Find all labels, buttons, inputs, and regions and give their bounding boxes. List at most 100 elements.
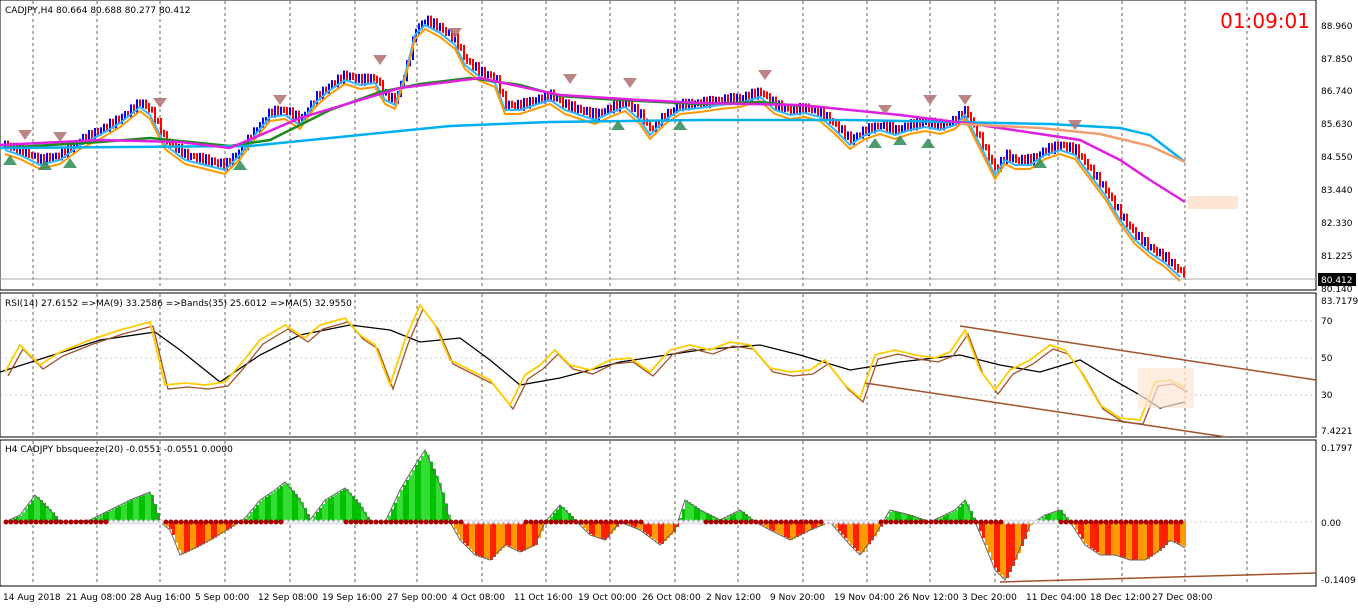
price-bar xyxy=(1150,244,1152,251)
price-bar xyxy=(178,144,180,153)
squeeze-bar xyxy=(688,502,691,522)
time-label: 28 Aug 16:00 xyxy=(130,593,191,603)
squeeze-dot xyxy=(469,520,473,524)
price-label: 81.225 xyxy=(1321,252,1353,262)
squeeze-dot xyxy=(439,520,443,524)
squeeze-bar xyxy=(1102,522,1105,555)
squeeze-dot xyxy=(909,520,913,524)
squeeze-bar xyxy=(484,522,487,558)
price-label: 84.550 xyxy=(1321,153,1353,163)
price-bar xyxy=(1141,232,1143,246)
squeeze-dot xyxy=(169,520,173,524)
time-label: 19 Sep 16:00 xyxy=(322,593,382,603)
price-bar xyxy=(643,109,645,124)
squeeze-bar xyxy=(994,522,997,568)
squeeze-bar xyxy=(685,500,688,522)
squeeze-bar xyxy=(31,500,34,522)
squeeze-bar xyxy=(1108,522,1111,555)
squeeze-dot xyxy=(69,520,73,524)
price-bar xyxy=(352,73,354,81)
price-bar xyxy=(142,99,144,108)
squeeze-dot xyxy=(644,520,648,524)
squeeze-dot xyxy=(924,520,928,524)
squeeze-bar xyxy=(508,522,511,546)
squeeze-dot xyxy=(384,520,388,524)
price-bar xyxy=(829,112,831,124)
price-bar xyxy=(286,107,288,115)
price-bar xyxy=(1018,157,1020,164)
squeeze-dot xyxy=(1059,520,1063,524)
squeeze-dot xyxy=(794,520,798,524)
squeeze-bar xyxy=(295,494,298,522)
squeeze-dot xyxy=(164,520,168,524)
squeeze-dot xyxy=(784,520,788,524)
price-bar xyxy=(565,99,567,108)
price-bar xyxy=(346,71,348,81)
squeeze-dot xyxy=(1099,520,1103,524)
squeeze-dot xyxy=(454,520,458,524)
price-bar xyxy=(160,118,162,136)
price-bar xyxy=(31,152,33,159)
time-label: 26 Nov 12:00 xyxy=(898,593,959,603)
rsi-scale-label: 30 xyxy=(1321,391,1333,401)
squeeze-bar xyxy=(1012,522,1015,566)
squeeze-dot xyxy=(814,520,818,524)
squeeze-bar xyxy=(850,522,853,545)
squeeze-dot xyxy=(1074,520,1078,524)
squeeze-dot xyxy=(344,520,348,524)
price-bar xyxy=(55,153,57,160)
price-bar xyxy=(571,101,573,112)
price-bar xyxy=(967,106,969,118)
squeeze-dot xyxy=(799,520,803,524)
squeeze-dot xyxy=(1014,520,1018,524)
squeeze-dot xyxy=(584,520,588,524)
squeeze-dot xyxy=(404,520,408,524)
squeeze-dot xyxy=(1019,520,1023,524)
squeeze-bar xyxy=(862,522,865,552)
price-bar xyxy=(199,153,201,163)
price-bar xyxy=(1075,144,1077,155)
price-bar xyxy=(184,149,186,158)
rsi-scale-label: 70 xyxy=(1321,317,1333,327)
price-bar xyxy=(637,104,639,118)
price-bar xyxy=(1177,264,1179,273)
price-bar xyxy=(1156,247,1158,257)
squeeze-bar xyxy=(1111,522,1114,555)
squeeze-dot xyxy=(884,520,888,524)
price-bar xyxy=(157,118,159,124)
squeeze-dot xyxy=(859,520,863,524)
squeeze-bar xyxy=(262,499,265,522)
price-bar xyxy=(889,122,891,133)
squeeze-bar xyxy=(400,490,403,522)
squeeze-bar xyxy=(787,522,790,539)
squeeze-dot xyxy=(354,520,358,524)
squeeze-bar xyxy=(202,522,205,544)
rsi-scale-label: 50 xyxy=(1321,354,1333,364)
squeeze-dot xyxy=(624,520,628,524)
squeeze-dot xyxy=(594,520,598,524)
squeeze-dot xyxy=(959,520,963,524)
squeeze-bar xyxy=(349,493,352,523)
squeeze-axis: 0.1797 0.00 -0.1409 xyxy=(1321,444,1356,586)
squeeze-bar xyxy=(1174,522,1177,542)
squeeze-dot xyxy=(1009,520,1013,524)
squeeze-bar xyxy=(394,503,397,522)
squeeze-dot xyxy=(994,520,998,524)
price-bar xyxy=(1099,172,1101,188)
price-bar xyxy=(358,74,360,83)
price-bar xyxy=(739,94,741,102)
squeeze-bar xyxy=(331,496,334,522)
squeeze-dot xyxy=(749,520,753,524)
squeeze-bar xyxy=(469,522,472,549)
time-axis: 14 Aug 2018 21 Aug 08:00 28 Aug 16:00 5 … xyxy=(3,593,1213,603)
squeeze-bar xyxy=(466,522,469,546)
price-bar xyxy=(1168,252,1170,266)
squeeze-bar xyxy=(529,522,532,548)
squeeze-bar xyxy=(481,522,484,557)
squeeze-bar xyxy=(1147,522,1150,559)
squeeze-dot xyxy=(974,520,978,524)
squeeze-bar xyxy=(256,505,259,522)
price-bar xyxy=(898,125,900,133)
